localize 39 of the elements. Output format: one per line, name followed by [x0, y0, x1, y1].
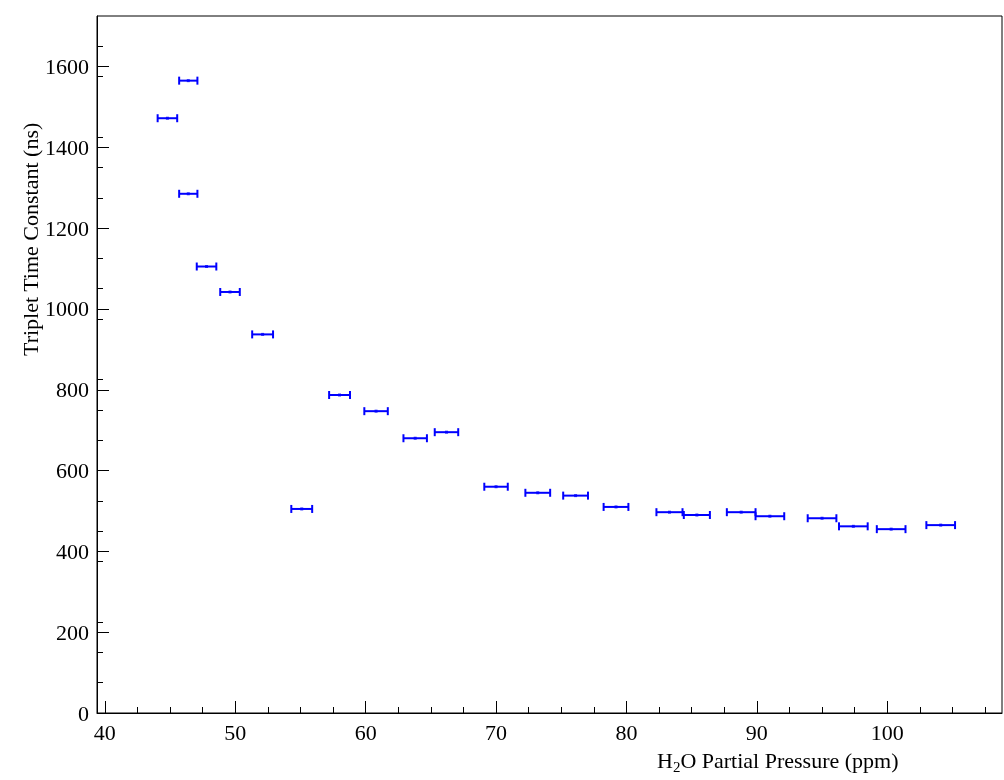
x-tick-label: 100 [870, 719, 904, 745]
y-tick-label: 1000 [45, 296, 89, 322]
y-tick-label: 1400 [45, 134, 89, 160]
x-tick-label: 90 [745, 719, 768, 745]
point [768, 514, 772, 518]
point [374, 409, 378, 413]
x-tick-label: 50 [224, 719, 247, 745]
point [444, 430, 448, 434]
point [413, 436, 417, 440]
point [186, 192, 190, 196]
point [228, 290, 232, 294]
y-tick-label: 800 [56, 377, 89, 403]
point [939, 523, 943, 527]
point [889, 527, 893, 531]
y-tick-label: 0 [78, 700, 89, 726]
point [739, 510, 743, 514]
point [536, 491, 540, 495]
x-tick-label: 80 [615, 719, 638, 745]
point [820, 516, 824, 520]
point [338, 393, 342, 397]
point [574, 494, 578, 498]
point [261, 332, 265, 336]
y-tick-label: 1200 [45, 215, 89, 241]
point [851, 524, 855, 528]
point [667, 510, 671, 514]
x-tick-label: 60 [354, 719, 377, 745]
point [186, 79, 190, 83]
y-tick-label: 400 [56, 538, 89, 564]
point [494, 485, 498, 489]
y-tick-label: 1600 [45, 54, 89, 80]
y-axis-title: Triplet Time Constant (ns) [17, 122, 43, 356]
y-tick-label: 200 [56, 619, 89, 645]
point [300, 507, 304, 511]
y-tick-label: 600 [56, 458, 89, 484]
point [695, 513, 699, 517]
x-tick-label: 70 [485, 719, 508, 745]
point [165, 116, 169, 120]
x-tick-label: 40 [93, 719, 116, 745]
point [614, 505, 618, 509]
